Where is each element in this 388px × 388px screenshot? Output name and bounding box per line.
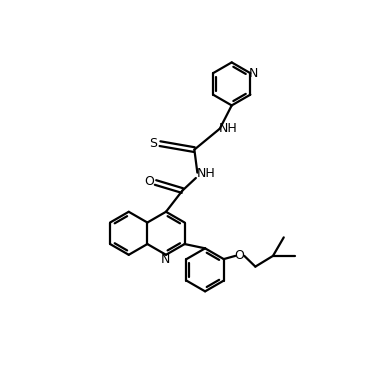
Text: S: S [149,137,158,149]
Text: O: O [234,249,244,262]
Text: NH: NH [219,122,237,135]
Text: NH: NH [196,167,215,180]
Text: N: N [249,67,259,80]
Text: N: N [161,253,170,267]
Text: O: O [145,175,154,187]
